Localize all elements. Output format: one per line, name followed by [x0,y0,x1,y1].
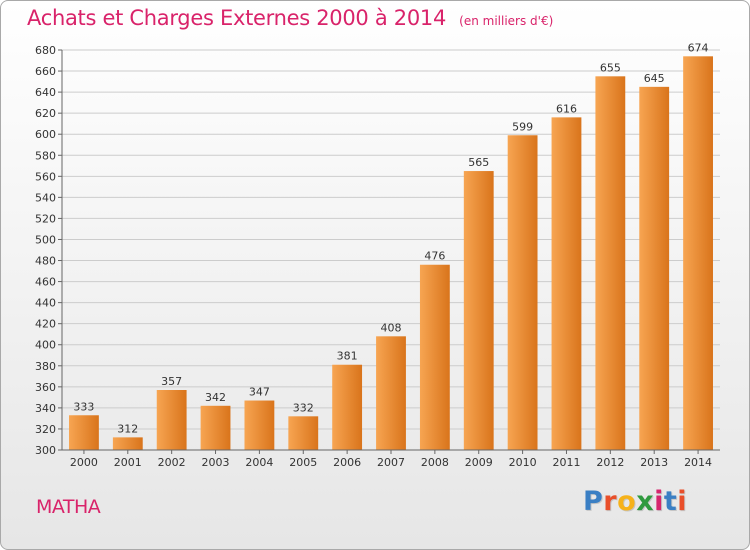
y-tick-label: 320 [35,423,56,436]
bar-2010 [507,135,538,450]
logo-letter: i [654,486,664,517]
value-label-2011: 616 [556,102,577,115]
bars: 333 312 357 342 347 332 381 408 476 565 599 616 655 6… [69,41,713,451]
x-tick-label-2010: 2010 [509,456,537,469]
value-label-2007: 408 [381,321,402,334]
location-label: MATHA [36,496,101,518]
bar-2005 [288,416,319,450]
y-tick-label: 560 [35,170,56,183]
x-tick-label-2007: 2007 [377,456,405,469]
y-tick-label: 440 [35,297,56,310]
logo-letter: t [663,486,678,517]
y-tick-label: 300 [35,444,56,457]
y-tick-label: 360 [35,381,56,394]
x-tick-label-2014: 2014 [684,456,712,469]
logo-letter: x [636,486,655,517]
bar-2012 [595,76,626,450]
bar-2004 [244,400,275,450]
value-label-2002: 357 [161,375,182,388]
x-tick-label-2005: 2005 [289,456,317,469]
value-label-2013: 645 [644,72,665,85]
value-label-2004: 347 [249,386,270,399]
y-tick-label: 460 [35,276,56,289]
bar-2006 [332,364,363,450]
value-label-2010: 599 [512,120,533,133]
x-tick-label-2000: 2000 [70,456,98,469]
value-label-2005: 332 [293,401,314,414]
proxiti-logo[interactable]: Proxiti [583,486,687,517]
bar-2014 [683,56,713,450]
x-tick-label-2013: 2013 [640,456,668,469]
bar-2001 [112,437,143,450]
y-tick-label: 380 [35,360,56,373]
value-label-2006: 381 [337,350,358,363]
bar-2002 [156,390,187,450]
value-label-2003: 342 [205,391,226,404]
y-tick-label: 340 [35,402,56,415]
y-tick-label: 500 [35,233,56,246]
x-tick-label-2003: 2003 [202,456,230,469]
x-tick-label-2008: 2008 [421,456,449,469]
chart-title-block: Achats et Charges Externes 2000 à 2014 (… [27,6,553,30]
x-tick-label-2006: 2006 [333,456,361,469]
bar-2003 [200,405,231,450]
y-tick-label: 420 [35,318,56,331]
bar-2013 [639,86,670,450]
y-tick-label: 640 [35,86,56,99]
y-tick-label: 480 [35,255,56,268]
bar-2008 [419,264,450,450]
x-tick-label-2002: 2002 [158,456,186,469]
y-tick-label: 600 [35,128,56,141]
y-tick-label: 580 [35,149,56,162]
x-tick-label-2009: 2009 [465,456,493,469]
y-tick-label: 540 [35,191,56,204]
bar-2007 [376,336,406,450]
chart-unit: (en milliers d'€) [459,14,554,28]
x-tick-label-2004: 2004 [245,456,273,469]
y-tick-label: 520 [35,212,56,225]
value-label-2012: 655 [600,61,621,74]
bar-2011 [551,117,582,451]
y-tick-label: 680 [35,44,56,57]
bar-2000 [69,415,99,450]
value-label-2008: 476 [424,250,445,263]
y-tick-label: 400 [35,339,56,352]
logo-letter: r [603,486,618,517]
x-tick-label-2012: 2012 [596,456,624,469]
y-tick-label: 620 [35,107,56,120]
logo-letter: i [677,486,688,517]
logo-letter: o [617,486,637,517]
value-label-2009: 565 [468,156,489,169]
value-label-2001: 312 [117,422,138,435]
chart-title: Achats et Charges Externes 2000 à 2014 [27,6,447,30]
value-label-2000: 333 [73,400,94,413]
x-tick-label-2001: 2001 [114,456,142,469]
bar-2009 [463,171,494,451]
axes: 300 320 340 360 380 400 420 440 460 480 500 520 540 5… [35,44,720,469]
value-label-2014: 674 [688,41,709,54]
y-tick-label: 660 [35,65,56,78]
x-tick-label-2011: 2011 [552,456,580,469]
logo-letter: P [583,486,604,517]
